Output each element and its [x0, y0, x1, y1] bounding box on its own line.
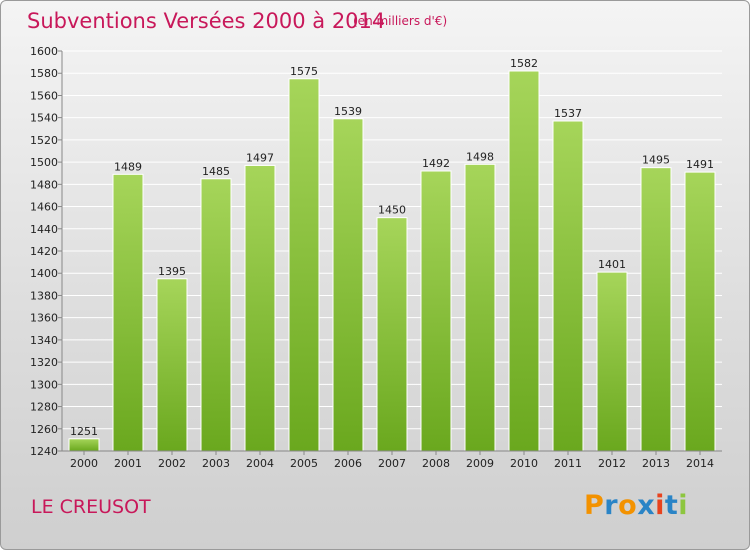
bar-2004 [244, 164, 276, 452]
place-name: LE CREUSOT [31, 496, 151, 518]
logo-letter: i [678, 490, 689, 521]
bar-2002 [156, 278, 188, 452]
bars: 1251 1489 1395 1485 1497 1575 1539 1450 1492 1498… [68, 57, 716, 452]
x-tick-label-2001: 2001 [114, 457, 142, 470]
x-tick-label-2010: 2010 [510, 457, 538, 470]
bar-2013 [640, 167, 672, 452]
y-tick-label: 1600 [30, 45, 58, 58]
y-tick-label: 1300 [30, 378, 58, 391]
y-tick-label: 1400 [30, 267, 58, 280]
y-tick-label: 1260 [30, 423, 58, 436]
bar-2005 [288, 78, 320, 452]
logo-letter: x [637, 490, 656, 521]
x-tick-label-2013: 2013 [642, 457, 670, 470]
data-label-2008: 1492 [422, 157, 450, 170]
bar-2011 [552, 120, 584, 452]
x-tick-label-2009: 2009 [466, 457, 494, 470]
logo-letter: P [584, 490, 605, 521]
data-label-2002: 1395 [158, 265, 186, 278]
y-tick-label: 1440 [30, 223, 58, 236]
y-tick-label: 1460 [30, 201, 58, 214]
bar-2007 [376, 217, 408, 452]
x-tick-label-2014: 2014 [686, 457, 714, 470]
y-tick-label: 1420 [30, 245, 58, 258]
bar-2012 [596, 271, 628, 452]
y-tick-label: 1240 [30, 445, 58, 458]
data-label-2003: 1485 [202, 165, 230, 178]
x-tick-label-2006: 2006 [334, 457, 362, 470]
y-tick-label: 1540 [30, 112, 58, 125]
y-tick-label: 1560 [30, 89, 58, 102]
bar-2009 [464, 163, 496, 452]
y-tick-label: 1280 [30, 401, 58, 414]
data-label-2007: 1450 [378, 204, 406, 217]
x-tick-label-2004: 2004 [246, 457, 274, 470]
x-tick-label-2003: 2003 [202, 457, 230, 470]
data-label-2010: 1582 [510, 57, 538, 70]
x-tick-label-2007: 2007 [378, 457, 406, 470]
proxiti-logo: Proxiti [584, 490, 688, 521]
data-label-2014: 1491 [686, 158, 714, 171]
chart-title: Subventions Versées 2000 à 2014 [27, 9, 386, 33]
y-tick-label: 1500 [30, 156, 58, 169]
y-tick-label: 1480 [30, 178, 58, 191]
y-tick-label: 1340 [30, 334, 58, 347]
logo-letter: t [664, 490, 679, 521]
y-tick-label: 1520 [30, 134, 58, 147]
x-tick-label-2012: 2012 [598, 457, 626, 470]
x-tick-label-2000: 2000 [70, 457, 98, 470]
data-label-2000: 1251 [70, 425, 98, 438]
x-tick-label-2011: 2011 [554, 457, 582, 470]
y-tick-label: 1320 [30, 356, 58, 369]
y-tick-label: 1580 [30, 67, 58, 80]
data-label-2006: 1539 [334, 105, 362, 118]
bar-2010 [508, 70, 540, 452]
bar-2001 [112, 173, 144, 452]
y-tick-label: 1360 [30, 312, 58, 325]
bar-2006 [332, 118, 364, 452]
axes: 1240 1260 1280 1300 1320 1340 1360 1380 1400 1420… [30, 45, 722, 470]
data-label-2012: 1401 [598, 258, 626, 271]
x-tick-label-2005: 2005 [290, 457, 318, 470]
bar-2014 [684, 171, 716, 452]
y-tick-label: 1380 [30, 289, 58, 302]
data-label-2005: 1575 [290, 65, 318, 78]
x-tick-label-2002: 2002 [158, 457, 186, 470]
logo-letter: i [655, 490, 665, 521]
bar-2000 [68, 438, 100, 452]
data-label-2001: 1489 [114, 160, 142, 173]
data-label-2013: 1495 [642, 154, 670, 167]
data-label-2011: 1537 [554, 107, 582, 120]
bar-2003 [200, 178, 232, 452]
x-tick-label-2008: 2008 [422, 457, 450, 470]
logo-letter: o [618, 490, 638, 521]
bar-2008 [420, 170, 452, 452]
data-label-2009: 1498 [466, 150, 494, 163]
data-label-2004: 1497 [246, 151, 274, 164]
logo-letter: r [604, 490, 619, 521]
chart-subtitle: (en milliers d'€) [353, 14, 448, 28]
